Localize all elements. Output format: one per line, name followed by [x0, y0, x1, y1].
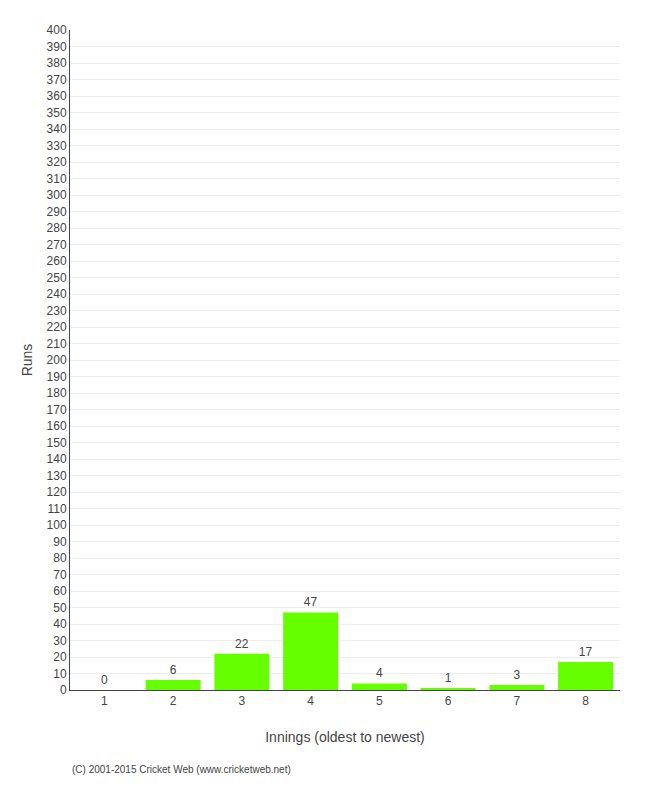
svg-text:6: 6: [445, 694, 452, 708]
svg-text:380: 380: [47, 56, 67, 70]
svg-text:4: 4: [307, 694, 314, 708]
svg-text:17: 17: [579, 645, 593, 659]
svg-text:310: 310: [47, 172, 67, 186]
svg-text:60: 60: [53, 584, 67, 598]
svg-text:370: 370: [47, 73, 67, 87]
svg-text:290: 290: [47, 205, 67, 219]
svg-text:300: 300: [47, 188, 67, 202]
svg-text:22: 22: [235, 637, 249, 651]
svg-text:170: 170: [47, 403, 67, 417]
svg-text:200: 200: [47, 353, 67, 367]
svg-text:100: 100: [47, 518, 67, 532]
svg-text:0: 0: [60, 683, 67, 697]
svg-text:47: 47: [304, 595, 318, 609]
svg-text:390: 390: [47, 40, 67, 54]
svg-text:270: 270: [47, 238, 67, 252]
svg-text:0: 0: [101, 673, 108, 687]
svg-text:5: 5: [376, 694, 383, 708]
svg-text:280: 280: [47, 221, 67, 235]
svg-text:110: 110: [47, 502, 66, 516]
svg-text:2: 2: [170, 694, 177, 708]
svg-text:240: 240: [47, 287, 67, 301]
svg-text:3: 3: [239, 694, 246, 708]
svg-text:Innings (oldest to newest): Innings (oldest to newest): [265, 729, 425, 745]
svg-text:4: 4: [376, 666, 383, 680]
svg-text:320: 320: [47, 155, 67, 169]
svg-text:10: 10: [53, 667, 67, 681]
svg-text:50: 50: [53, 601, 67, 615]
svg-text:230: 230: [47, 304, 67, 318]
svg-text:30: 30: [53, 634, 67, 648]
svg-text:250: 250: [47, 271, 67, 285]
svg-text:350: 350: [47, 106, 67, 120]
svg-text:140: 140: [47, 452, 67, 466]
svg-text:3: 3: [513, 668, 520, 682]
svg-text:150: 150: [47, 436, 67, 450]
svg-text:80: 80: [53, 551, 67, 565]
svg-text:90: 90: [53, 535, 67, 549]
svg-text:330: 330: [47, 139, 67, 153]
svg-text:210: 210: [47, 337, 67, 351]
svg-text:Runs: Runs: [19, 344, 35, 377]
svg-text:40: 40: [53, 617, 67, 631]
svg-text:8: 8: [582, 694, 589, 708]
svg-text:360: 360: [47, 89, 67, 103]
svg-text:190: 190: [47, 370, 67, 384]
svg-text:260: 260: [47, 254, 67, 268]
svg-text:180: 180: [47, 386, 67, 400]
svg-text:400: 400: [47, 23, 67, 37]
svg-text:20: 20: [53, 650, 67, 664]
svg-text:340: 340: [47, 122, 67, 136]
svg-text:120: 120: [47, 485, 67, 499]
svg-text:220: 220: [47, 320, 67, 334]
svg-text:130: 130: [47, 469, 67, 483]
svg-text:70: 70: [53, 568, 67, 582]
svg-text:7: 7: [514, 694, 521, 708]
svg-text:6: 6: [170, 663, 177, 677]
svg-text:(C) 2001-2015 Cricket Web (www: (C) 2001-2015 Cricket Web (www.cricketwe…: [72, 764, 291, 775]
svg-text:1: 1: [101, 694, 108, 708]
svg-text:1: 1: [445, 671, 452, 685]
svg-text:160: 160: [47, 419, 67, 433]
